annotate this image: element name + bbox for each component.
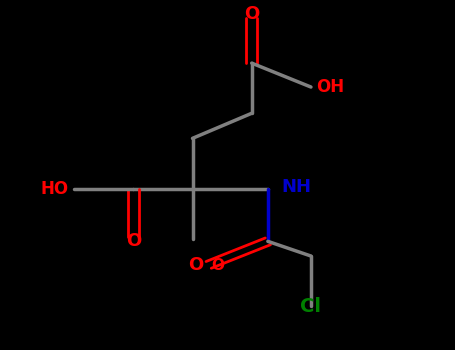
Text: O: O (212, 258, 224, 273)
Text: Cl: Cl (300, 297, 321, 316)
Text: NH: NH (281, 177, 311, 196)
Text: HO: HO (40, 180, 69, 197)
Text: OH: OH (316, 78, 344, 96)
Text: O: O (188, 256, 203, 274)
Text: O: O (126, 232, 141, 250)
Text: O: O (244, 5, 259, 23)
